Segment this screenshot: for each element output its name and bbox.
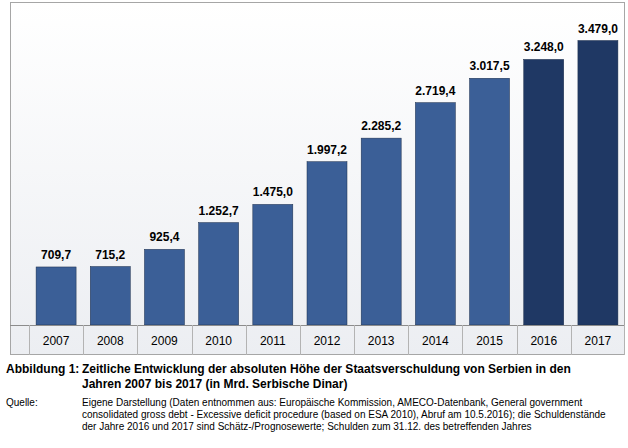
figure-label: Abbildung 1: (6, 362, 79, 376)
data-label: 3.017,5 (470, 59, 510, 73)
data-label: 1.475,0 (253, 185, 293, 199)
data-label: 3.248,0 (524, 40, 564, 54)
bars (36, 41, 618, 325)
category-separator (354, 325, 355, 355)
category-separator (408, 325, 409, 355)
bar (199, 223, 239, 325)
x-axis (10, 325, 625, 326)
data-label: 3.479,0 (578, 22, 618, 36)
category-separator (29, 325, 30, 355)
category-separator (571, 325, 572, 355)
x-tick-label: 2013 (368, 334, 395, 348)
chart: 709,7 2007 715,2 2008 925,4 2009 1.252,7 2010 1.… (0, 0, 628, 360)
category-separator (517, 325, 518, 355)
bar (524, 59, 564, 325)
x-tick-label: 2015 (476, 334, 503, 348)
x-tick-label: 2010 (205, 334, 232, 348)
category-separator (462, 325, 463, 355)
category-separator (192, 325, 193, 355)
x-tick-label: 2007 (43, 334, 70, 348)
data-label: 709,7 (41, 248, 71, 262)
category-separator (300, 325, 301, 355)
data-label: 1.997,2 (307, 143, 347, 157)
x-tick-label: 2014 (422, 334, 449, 348)
bar (90, 267, 130, 325)
category-separator (137, 325, 138, 355)
bar (415, 103, 455, 325)
bar (361, 138, 401, 325)
x-tick-label: 2017 (585, 334, 612, 348)
source-label: Quelle: (6, 397, 38, 408)
data-label: 925,4 (149, 230, 179, 244)
bar (470, 78, 510, 325)
data-label: 2.719,4 (415, 84, 455, 98)
bar (578, 41, 618, 325)
x-tick-label: 2012 (314, 334, 341, 348)
x-tick-label: 2016 (530, 334, 557, 348)
source-text: Eigene Darstellung (Daten entnommen aus:… (82, 397, 622, 433)
x-tick-label: 2011 (260, 334, 286, 348)
figure-title: Zeitliche Entwicklung der absoluten Höhe… (82, 362, 612, 392)
data-label: 715,2 (95, 248, 125, 262)
plot-frame (11, 3, 625, 355)
x-tick-label: 2009 (151, 334, 178, 348)
bar (144, 249, 184, 325)
data-label: 1.252,7 (199, 204, 239, 218)
data-label: 2.285,2 (361, 119, 401, 133)
category-separator (624, 325, 625, 355)
bar (307, 162, 347, 325)
bar (253, 204, 293, 325)
category-separator (246, 325, 247, 355)
x-tick-label: 2008 (97, 334, 124, 348)
category-separator (83, 325, 84, 355)
bar (36, 267, 76, 325)
